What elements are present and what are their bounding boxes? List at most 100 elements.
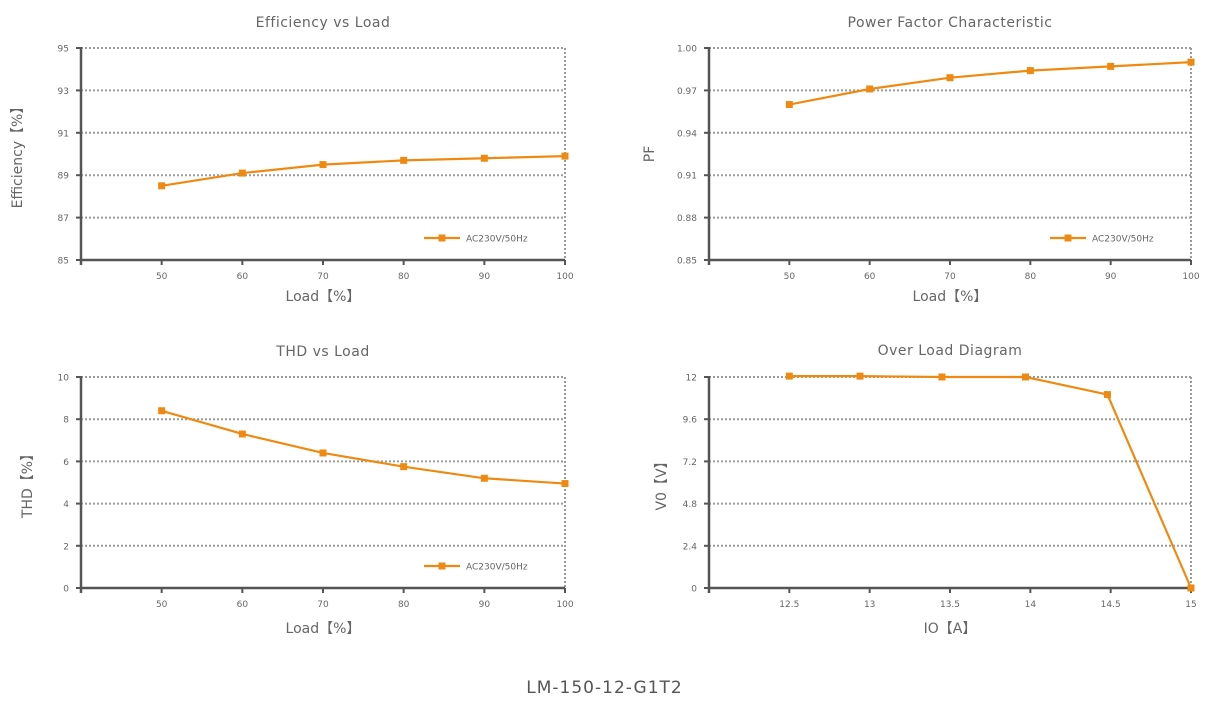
- data-point: [938, 373, 946, 381]
- x-tick-label: 100: [556, 272, 573, 282]
- data-point: [158, 407, 166, 415]
- y-axis-label: V0【V】: [654, 454, 670, 510]
- y-tick-label: 93: [58, 87, 69, 97]
- chart-title: THD vs Load: [275, 344, 369, 360]
- y-tick-label: 2.4: [683, 542, 698, 552]
- chart-1: Power Factor Characteristic 0.85 0.88 0.91 0…: [642, 15, 1200, 305]
- x-tick-label: 70: [317, 600, 329, 610]
- series-line: [161, 409, 566, 485]
- data-point: [1187, 58, 1195, 66]
- y-tick-label: 0.94: [677, 129, 697, 139]
- y-tick-label: 89: [58, 172, 70, 182]
- y-tick-label: 91: [58, 129, 69, 139]
- x-tick-label: 90: [479, 272, 491, 282]
- data-point: [946, 74, 954, 82]
- x-tick-label: 13: [864, 600, 875, 610]
- y-tick-label: 1.00: [677, 45, 697, 55]
- data-point: [1187, 584, 1195, 592]
- data-point: [1026, 67, 1034, 75]
- data-point: [238, 430, 246, 438]
- data-point: [1107, 62, 1115, 70]
- data-point: [785, 101, 793, 109]
- data-point: [480, 154, 488, 162]
- x-tick-label: 12.5: [779, 600, 799, 610]
- x-tick-label: 80: [1025, 272, 1037, 282]
- legend-marker: [1064, 234, 1072, 242]
- x-axis-label: Load【%】: [913, 289, 988, 305]
- y-axis-label: Efficiency【%】: [10, 100, 26, 209]
- x-axis-label: Load【%】: [286, 289, 361, 305]
- x-tick-label: 70: [944, 272, 956, 282]
- legend-label: AC230V/50Hz: [1092, 235, 1154, 245]
- model-name: LM-150-12-G1T2: [526, 678, 683, 698]
- x-tick-label: 80: [398, 600, 410, 610]
- y-tick-label: 4.8: [683, 500, 698, 510]
- chart-title: Efficiency vs Load: [256, 15, 391, 31]
- y-tick-label: 12: [686, 374, 697, 384]
- x-tick-label: 100: [556, 600, 573, 610]
- y-tick-label: 2: [63, 542, 69, 552]
- x-tick-label: 100: [1182, 272, 1199, 282]
- y-tick-label: 87: [58, 214, 69, 224]
- x-axis-label: IO【A】: [924, 621, 977, 637]
- x-tick-label: 70: [317, 272, 329, 282]
- y-tick-label: 0: [63, 585, 69, 595]
- data-point: [319, 449, 327, 457]
- y-tick-label: 6: [63, 458, 69, 468]
- y-tick-label: 85: [58, 257, 69, 267]
- x-tick-label: 14.5: [1101, 600, 1121, 610]
- y-tick-label: 4: [63, 500, 69, 510]
- data-point: [561, 480, 569, 488]
- x-tick-label: 60: [864, 272, 876, 282]
- y-tick-label: 0.91: [677, 172, 697, 182]
- chart-title: Power Factor Characteristic: [848, 15, 1053, 31]
- y-tick-label: 0: [691, 585, 697, 595]
- series-line: [789, 61, 1192, 106]
- data-point: [561, 152, 569, 160]
- x-tick-label: 14: [1025, 600, 1037, 610]
- y-tick-label: 0.97: [677, 87, 697, 97]
- chart-title: Over Load Diagram: [878, 343, 1023, 359]
- data-point: [1103, 391, 1111, 399]
- legend-label: AC230V/50Hz: [466, 563, 528, 573]
- legend-marker: [438, 562, 446, 570]
- data-point: [158, 182, 166, 190]
- y-axis-label: THD【%】: [20, 447, 36, 519]
- x-tick-label: 90: [1105, 272, 1117, 282]
- data-point: [238, 169, 246, 177]
- x-tick-label: 60: [237, 272, 249, 282]
- x-tick-label: 90: [479, 600, 491, 610]
- x-tick-label: 60: [237, 600, 249, 610]
- legend-label: AC230V/50Hz: [466, 235, 528, 245]
- y-axis-label: PF: [642, 146, 658, 163]
- data-point: [400, 463, 408, 471]
- data-point: [480, 474, 488, 482]
- x-tick-label: 80: [398, 272, 410, 282]
- chart-3: Over Load Diagram 0 2.4 4.8 7.2 9.6 12 12.5 13 13…: [654, 343, 1197, 637]
- y-tick-label: 95: [58, 45, 69, 55]
- data-point: [1022, 373, 1030, 381]
- series-line: [789, 375, 1193, 589]
- chart-0: Efficiency vs Load 85 87 89 91 93 95 50 60 70 80 90…: [10, 15, 574, 305]
- x-tick-label: 15: [1185, 600, 1196, 610]
- x-tick-label: 13.5: [940, 600, 960, 610]
- y-tick-label: 8: [63, 416, 69, 426]
- y-tick-label: 7.2: [683, 458, 697, 468]
- y-tick-label: 0.88: [677, 214, 697, 224]
- x-axis-label: Load【%】: [286, 621, 361, 637]
- x-tick-label: 50: [156, 272, 168, 282]
- x-tick-label: 50: [156, 600, 168, 610]
- x-tick-label: 50: [784, 272, 796, 282]
- y-tick-label: 9.6: [683, 416, 698, 426]
- data-point: [319, 161, 327, 169]
- series-line: [161, 155, 566, 187]
- y-tick-label: 10: [58, 374, 70, 384]
- data-point: [400, 156, 408, 164]
- data-point: [785, 372, 793, 380]
- chart-2: THD vs Load 0 2 4 6 8 10 50 60 70 80 90 100 Load【%】 TH…: [20, 344, 574, 637]
- y-tick-label: 0.85: [677, 257, 697, 267]
- data-point: [856, 372, 864, 380]
- data-point: [866, 85, 874, 93]
- legend-marker: [438, 234, 446, 242]
